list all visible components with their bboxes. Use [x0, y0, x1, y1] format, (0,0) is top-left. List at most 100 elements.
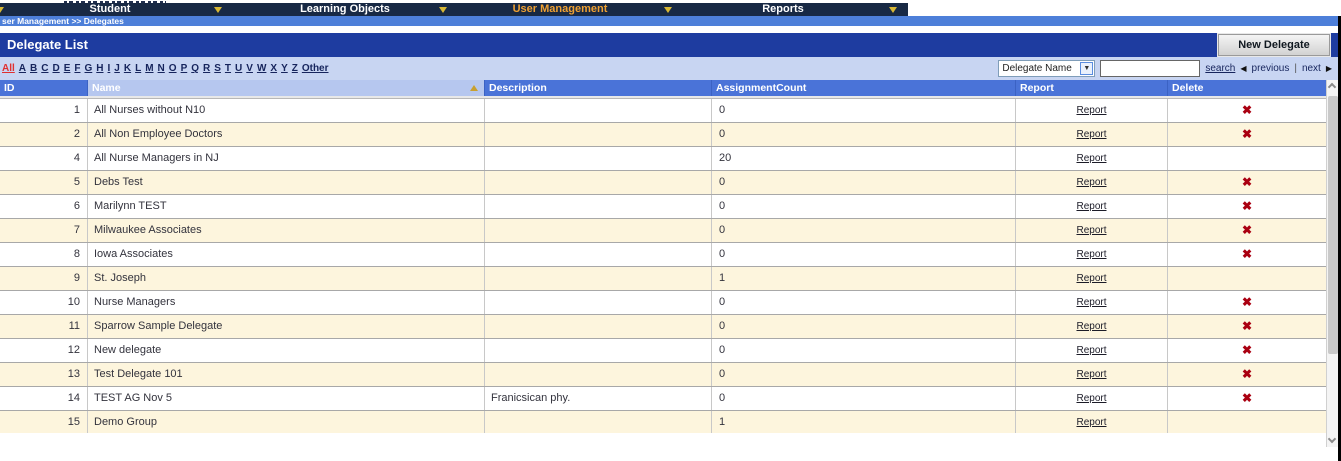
- report-link[interactable]: Report: [1076, 273, 1107, 284]
- delete-x-icon[interactable]: ✖: [1241, 295, 1253, 309]
- delete-x-icon[interactable]: ✖: [1241, 343, 1253, 357]
- report-link[interactable]: Report: [1076, 369, 1107, 380]
- column-header-delete[interactable]: Delete: [1172, 82, 1204, 94]
- delete-x-icon[interactable]: ✖: [1241, 199, 1253, 213]
- report-link[interactable]: Report: [1076, 201, 1107, 212]
- alpha-filter-f[interactable]: F: [74, 63, 81, 74]
- report-link[interactable]: Report: [1076, 417, 1107, 428]
- cell-name: Nurse Managers: [88, 291, 485, 314]
- alpha-filter-y[interactable]: Y: [281, 63, 288, 74]
- search-input[interactable]: [1100, 60, 1201, 77]
- report-link[interactable]: Report: [1076, 105, 1107, 116]
- column-header-assignmentcount[interactable]: AssignmentCount: [712, 80, 1016, 96]
- delete-x-icon[interactable]: ✖: [1241, 127, 1253, 141]
- report-link[interactable]: Report: [1076, 321, 1107, 332]
- page-title: Delegate List: [7, 37, 88, 52]
- new-delegate-button[interactable]: New Delegate: [1217, 33, 1331, 57]
- column-header-id[interactable]: ID: [0, 80, 88, 96]
- previous-page-link[interactable]: previous: [1251, 63, 1290, 74]
- cell-id: 14: [0, 387, 88, 410]
- cell-id: 10: [0, 291, 88, 314]
- alpha-filter-d[interactable]: D: [52, 63, 60, 74]
- delete-x-icon[interactable]: ✖: [1241, 367, 1253, 381]
- nav-tab-student[interactable]: Student: [89, 3, 131, 15]
- report-link[interactable]: Report: [1076, 297, 1107, 308]
- nav-tab-reports[interactable]: Reports: [762, 3, 804, 15]
- alpha-filter-h[interactable]: H: [96, 63, 104, 74]
- alpha-filter-k[interactable]: K: [123, 63, 132, 74]
- delete-x-icon[interactable]: ✖: [1241, 223, 1253, 237]
- cell-delete: [1168, 147, 1326, 170]
- nav-tab-user-management[interactable]: User Management: [512, 3, 608, 15]
- alpha-filter-j[interactable]: J: [114, 63, 120, 74]
- alpha-filter-x[interactable]: X: [270, 63, 278, 74]
- alpha-filter-b[interactable]: B: [30, 63, 38, 74]
- cell-id: 1: [0, 99, 88, 122]
- cell-assignment-count: 0: [712, 171, 1016, 194]
- alpha-filter-u[interactable]: U: [235, 63, 243, 74]
- alpha-filter-e[interactable]: E: [63, 63, 71, 74]
- cell-id: 12: [0, 339, 88, 362]
- previous-arrow-icon: ◀: [1240, 64, 1247, 73]
- nav-dropdown-icon[interactable]: [214, 7, 222, 13]
- alpha-filter-q[interactable]: Q: [191, 63, 200, 74]
- alpha-filter-a[interactable]: A: [18, 63, 27, 74]
- report-link[interactable]: Report: [1076, 153, 1107, 164]
- column-header-name[interactable]: Name: [88, 80, 485, 96]
- delete-x-icon[interactable]: ✖: [1241, 175, 1253, 189]
- cell-assignment-count: 0: [712, 291, 1016, 314]
- cell-description: [485, 171, 712, 194]
- alpha-filter-w[interactable]: W: [256, 63, 267, 74]
- report-link[interactable]: Report: [1076, 225, 1107, 236]
- delete-x-icon[interactable]: ✖: [1241, 319, 1253, 333]
- report-link[interactable]: Report: [1076, 345, 1107, 356]
- nav-dropdown-icon[interactable]: [0, 7, 4, 13]
- nav-dropdown-icon[interactable]: [439, 7, 447, 13]
- alpha-filter-t[interactable]: T: [224, 63, 232, 74]
- nav-dropdown-icon[interactable]: [889, 7, 897, 13]
- alpha-filter-l[interactable]: L: [135, 63, 142, 74]
- cell-assignment-count: 0: [712, 315, 1016, 338]
- alpha-filter-i[interactable]: I: [107, 63, 111, 74]
- delete-x-icon[interactable]: ✖: [1241, 103, 1253, 117]
- search-link[interactable]: search: [1205, 63, 1236, 74]
- report-link[interactable]: Report: [1076, 249, 1107, 260]
- table-row: 1 All Nurses without N10 0 Report ✖: [0, 99, 1326, 123]
- search-field-selected-value: Delegate Name: [1002, 63, 1072, 74]
- report-link[interactable]: Report: [1076, 129, 1107, 140]
- report-link[interactable]: Report: [1076, 177, 1107, 188]
- column-header-report[interactable]: Report: [1016, 80, 1168, 96]
- alpha-filter-s[interactable]: S: [214, 63, 221, 74]
- cell-report: Report: [1016, 195, 1168, 218]
- nav-dropdown-icon[interactable]: [664, 7, 672, 13]
- cell-description: [485, 291, 712, 314]
- alpha-filter-all[interactable]: All: [2, 63, 15, 74]
- search-field-select[interactable]: Delegate Name ▼: [998, 60, 1096, 77]
- alpha-filter-r[interactable]: R: [203, 63, 211, 74]
- column-header-description[interactable]: Description: [485, 80, 712, 96]
- report-link[interactable]: Report: [1076, 393, 1107, 404]
- delete-x-icon[interactable]: ✖: [1241, 247, 1253, 261]
- alpha-filter-z[interactable]: Z: [291, 63, 298, 74]
- alpha-filter-o[interactable]: O: [168, 63, 177, 74]
- alpha-filter-other[interactable]: Other: [301, 63, 329, 74]
- cell-report: Report: [1016, 171, 1168, 194]
- vertical-scrollbar[interactable]: [1326, 80, 1338, 447]
- alpha-filter-g[interactable]: G: [84, 63, 93, 74]
- nav-tab-learning-objects[interactable]: Learning Objects: [300, 3, 390, 15]
- table-row: 4 All Nurse Managers in NJ 20 Report: [0, 147, 1326, 171]
- delete-x-icon[interactable]: ✖: [1241, 391, 1253, 405]
- alpha-filter-m[interactable]: M: [145, 63, 154, 74]
- scrollbar-thumb[interactable]: [1328, 96, 1338, 354]
- scroll-up-icon[interactable]: [1327, 82, 1337, 92]
- cell-report: Report: [1016, 387, 1168, 410]
- alpha-filter-n[interactable]: N: [157, 63, 165, 74]
- alpha-filter-v[interactable]: V: [246, 63, 253, 74]
- next-page-link[interactable]: next: [1301, 63, 1321, 74]
- cell-assignment-count: 0: [712, 363, 1016, 386]
- alpha-filter-c[interactable]: C: [41, 63, 49, 74]
- alpha-filter-p[interactable]: P: [180, 63, 188, 74]
- scroll-down-icon[interactable]: [1327, 434, 1337, 444]
